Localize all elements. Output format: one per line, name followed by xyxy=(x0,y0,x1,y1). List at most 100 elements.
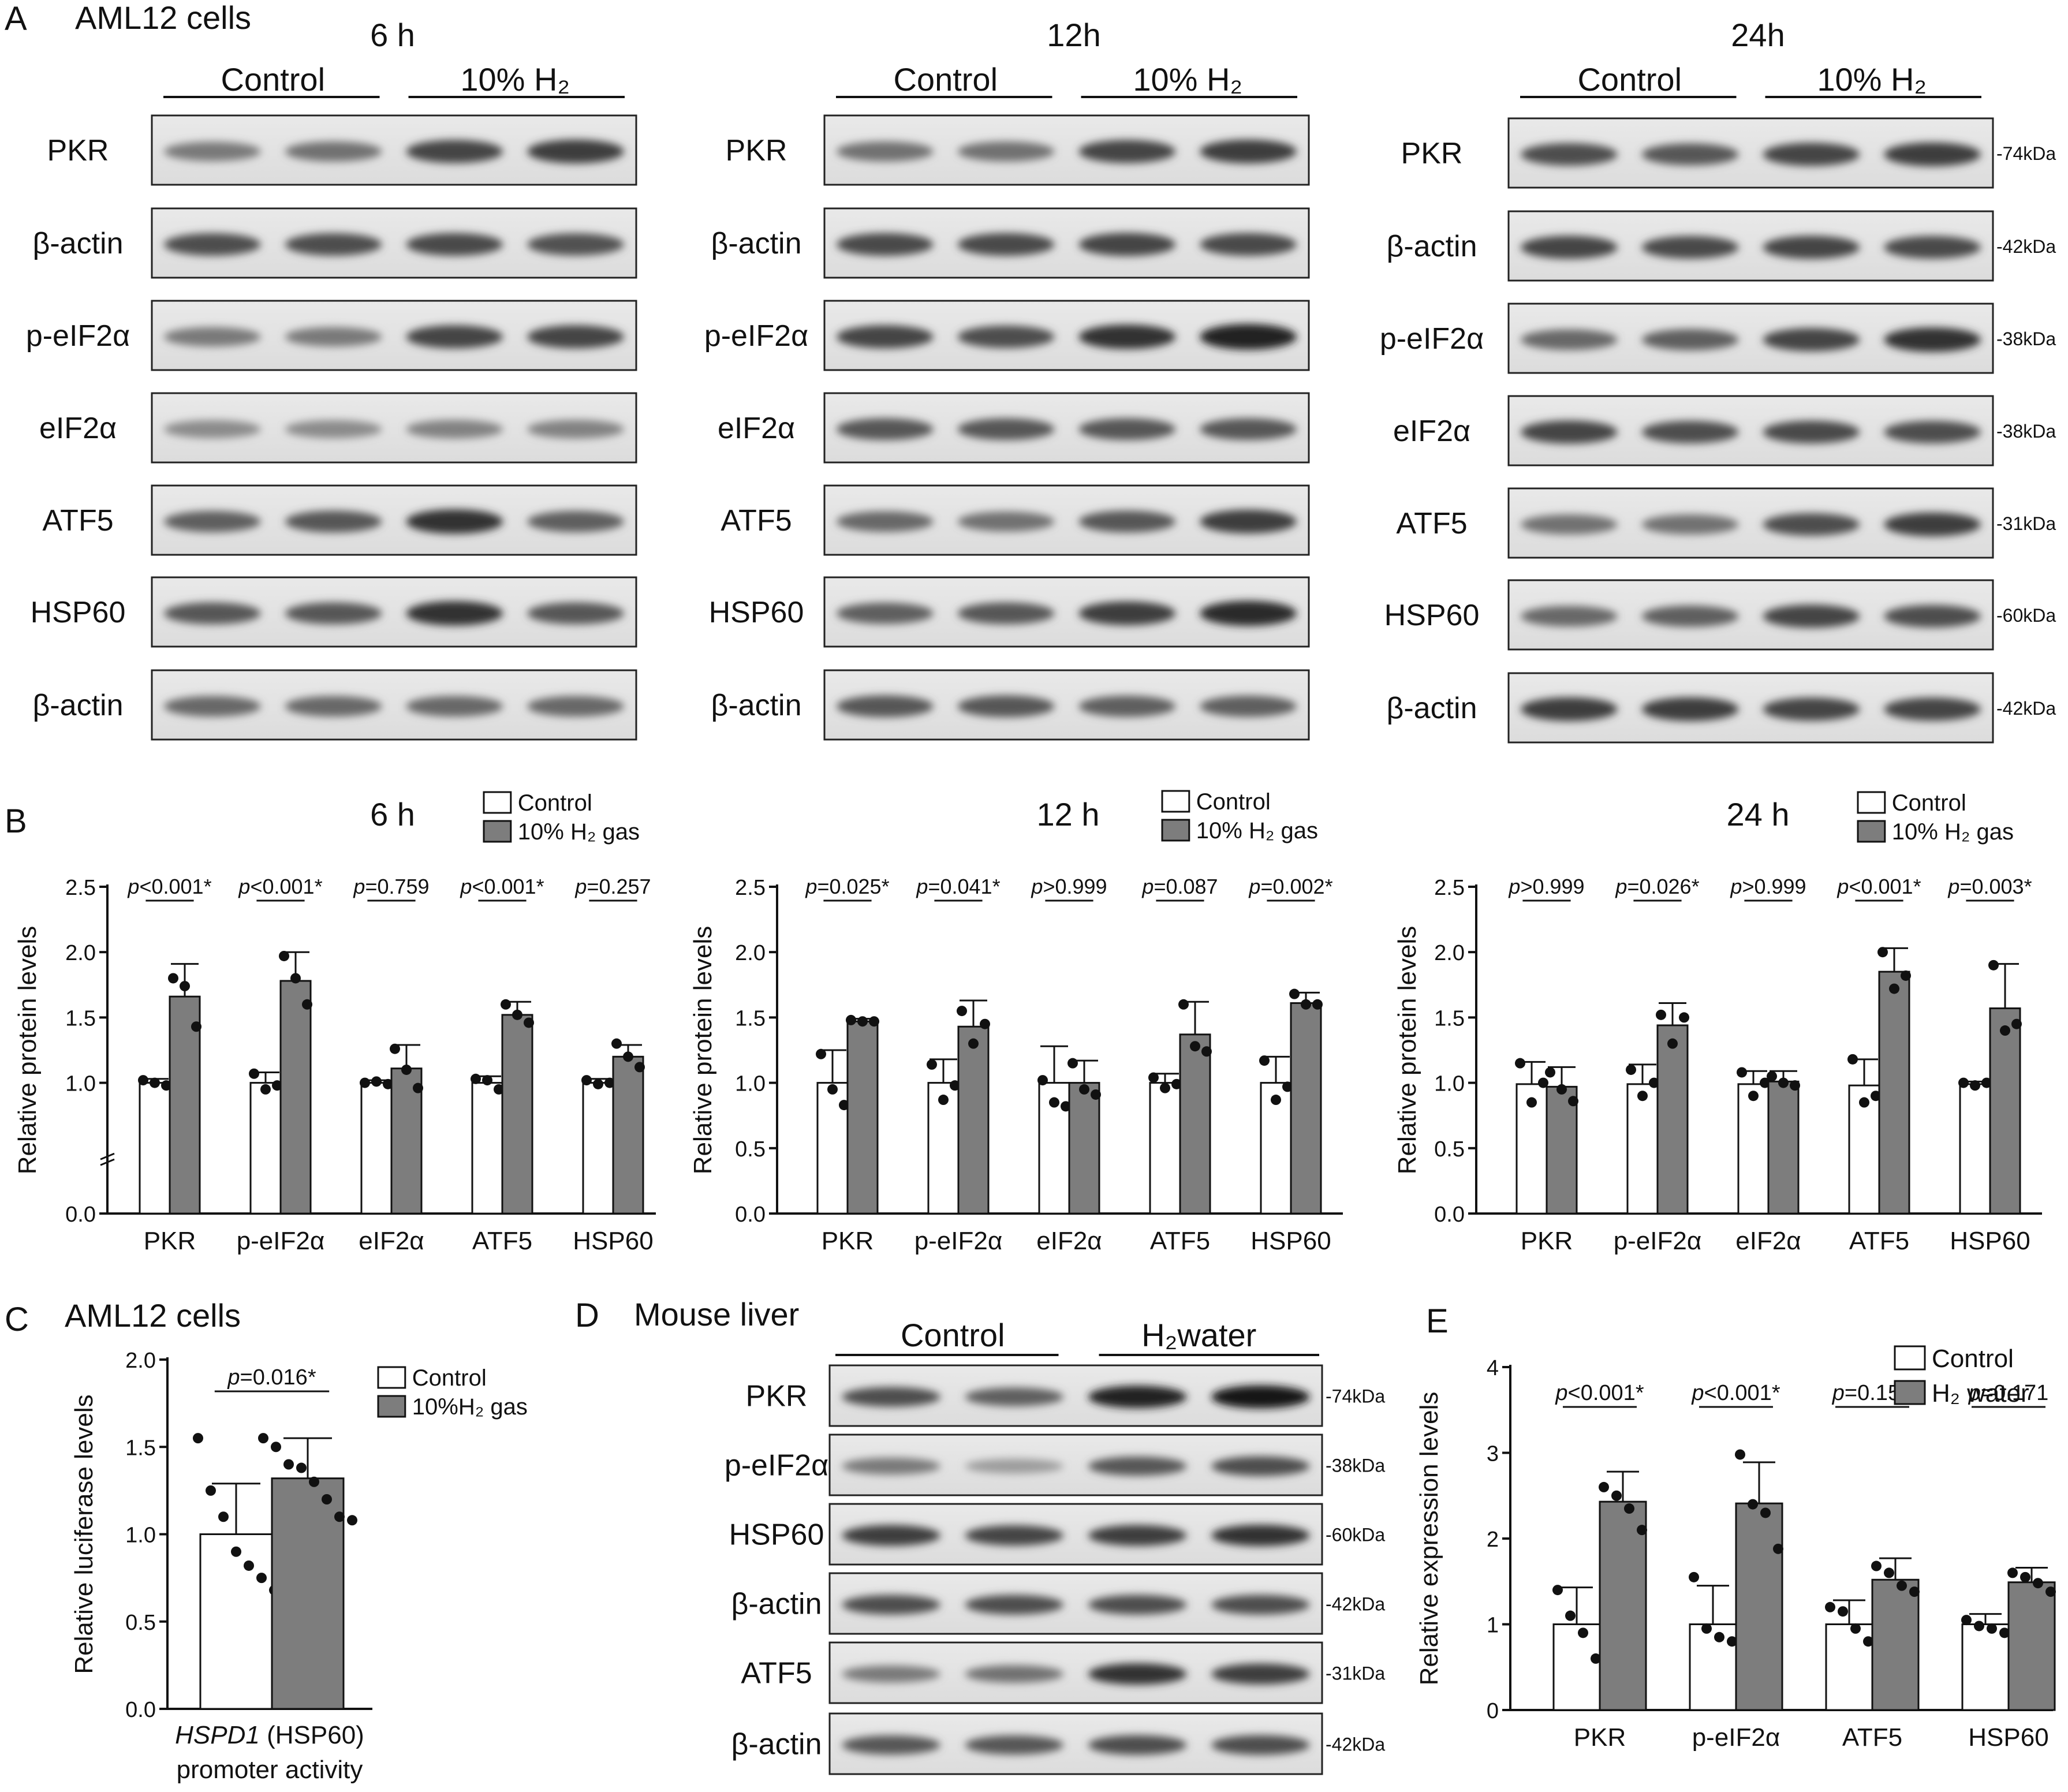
group-label-control: Control xyxy=(901,1317,1005,1353)
blot-band xyxy=(842,1735,940,1755)
x-tick-label: ATF5 xyxy=(472,1227,532,1255)
kda-unit: kDa xyxy=(2023,143,2056,164)
bar-control xyxy=(1149,1082,1181,1215)
x-tick-label: ATF5 xyxy=(1150,1227,1210,1255)
kda-unit: kDa xyxy=(1352,1525,1385,1545)
legend-swatch-treated xyxy=(1857,820,1886,843)
y-tick-label: 2.5 xyxy=(1434,876,1465,900)
p-italic: p xyxy=(127,875,139,898)
blot-band xyxy=(285,141,382,162)
legend-swatch-control xyxy=(1857,791,1886,814)
row-label: p-eIF2α xyxy=(725,1449,828,1483)
row-label: β-actin xyxy=(711,689,801,722)
legend-label: Control xyxy=(412,1365,487,1391)
blot-band xyxy=(965,1735,1064,1755)
y-tick-label: 0.5 xyxy=(735,1137,766,1162)
panel-letter-e: E xyxy=(1426,1302,1449,1340)
p-rest: =0.002* xyxy=(1260,875,1332,898)
blot-band xyxy=(1520,514,1618,535)
blot-band xyxy=(1763,420,1860,444)
blot-band xyxy=(1763,697,1860,721)
p-rest: <0.001* xyxy=(1568,1381,1644,1405)
panel-d-blots: Control H₂water PKR -74kDa p-eIF2α -38kDa HSP6… xyxy=(725,1317,1385,1775)
y-tick-label: 0 xyxy=(1487,1699,1499,1723)
row-label: PKR xyxy=(47,134,109,167)
data-point xyxy=(1091,1089,1101,1100)
kda-unit: kDa xyxy=(2023,421,2056,442)
blot-band xyxy=(285,696,382,717)
blot-band xyxy=(957,325,1055,348)
p-value-label: p=0.171 xyxy=(1968,1381,2048,1405)
kda-unit: kDa xyxy=(1352,1594,1385,1615)
y-tick-label: 2.0 xyxy=(1434,941,1465,965)
p-italic: p xyxy=(1031,875,1043,898)
data-point xyxy=(360,1077,370,1088)
data-point xyxy=(1259,1055,1270,1066)
data-point xyxy=(1961,1615,1972,1626)
blot-band xyxy=(527,510,625,532)
blot-band xyxy=(957,602,1055,625)
data-point xyxy=(857,1016,868,1027)
data-point xyxy=(347,1515,357,1526)
chart-C: 0.0 0.5 1.0 1.5 2.0 Relative luciferase level… xyxy=(70,1349,528,1784)
p-value-label: p<0.001* xyxy=(1836,875,1921,898)
legend-label: Control xyxy=(518,790,592,816)
blot-band xyxy=(163,327,261,347)
mw-label: -42kDa xyxy=(1326,1594,1385,1615)
y-tick-label: 2.5 xyxy=(65,876,96,900)
legend-swatch-control xyxy=(1161,790,1190,813)
p-italic: p xyxy=(227,1365,240,1390)
blot-band xyxy=(1884,512,1981,537)
data-point xyxy=(846,1014,856,1025)
panel-c-title: AML12 cells xyxy=(65,1297,241,1334)
panel-letter-c: C xyxy=(5,1301,29,1338)
data-point xyxy=(296,1462,307,1473)
data-point xyxy=(249,1068,259,1079)
blot-band xyxy=(285,602,382,625)
blot-band xyxy=(1200,418,1297,440)
blot-band xyxy=(1520,236,1618,259)
y-tick-label: 1.0 xyxy=(1434,1072,1465,1096)
data-point xyxy=(1760,1507,1771,1518)
data-point xyxy=(1679,1012,1689,1023)
row-label: HSP60 xyxy=(31,596,126,629)
x-tick-label: HSP60 xyxy=(1968,1723,2048,1752)
row-label: ATF5 xyxy=(741,1657,812,1690)
legend-label: Control xyxy=(1932,1345,2014,1373)
row-label: ATF5 xyxy=(721,504,792,537)
bar-charts: 0.0 1.0 1.5 2.0 2.5 Relative protein levels PK… xyxy=(13,789,2056,1784)
blot-band xyxy=(527,602,625,625)
mw-label: -60kDa xyxy=(1326,1525,1385,1545)
row-label: eIF2α xyxy=(718,412,795,445)
bar-control xyxy=(249,1082,282,1215)
bar-treated xyxy=(1599,1500,1647,1711)
mw-label: -38kDa xyxy=(1996,421,2056,442)
blot-band xyxy=(957,512,1055,532)
blot-band xyxy=(957,418,1055,440)
data-point xyxy=(206,1485,216,1496)
data-point xyxy=(2045,1586,2056,1597)
data-point xyxy=(1847,1054,1858,1065)
row-label: β-actin xyxy=(1386,230,1477,263)
blot-band xyxy=(1884,420,1981,443)
bar-control xyxy=(139,1082,171,1215)
legend-label: 10% H₂ gas xyxy=(1892,819,2014,845)
kda-unit: kDa xyxy=(2023,236,2056,257)
data-point xyxy=(1748,1499,1758,1510)
blot-band xyxy=(1200,233,1297,256)
data-point xyxy=(501,999,511,1010)
data-point xyxy=(927,1059,937,1070)
y-tick-label: 1.0 xyxy=(65,1072,96,1096)
x-axis-title: HSPD1 (HSP60) xyxy=(175,1721,364,1749)
p-italic: p xyxy=(1832,1381,1845,1405)
data-point xyxy=(1526,1097,1537,1108)
mw-label: -42kDa xyxy=(1996,236,2056,257)
data-point xyxy=(957,1006,967,1017)
data-point xyxy=(1556,1084,1567,1095)
mw-label: -42kDa xyxy=(1996,698,2056,719)
legend-label: H₂ water xyxy=(1932,1379,2029,1408)
data-point xyxy=(1871,1560,1882,1571)
data-point xyxy=(180,981,190,992)
blot-band xyxy=(1884,236,1981,259)
data-point xyxy=(191,1021,201,1032)
